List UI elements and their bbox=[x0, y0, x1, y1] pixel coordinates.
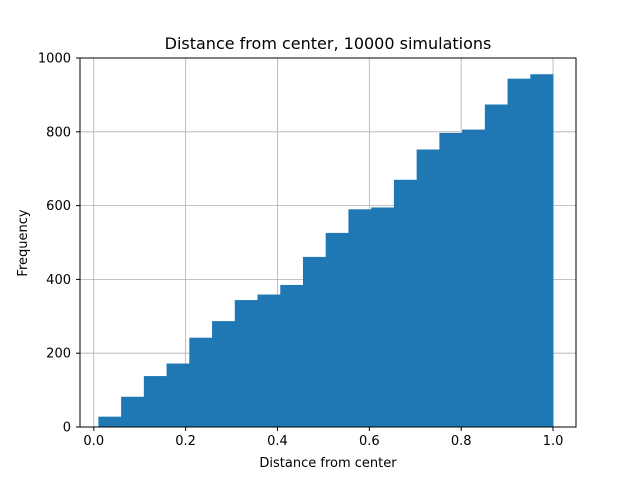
histogram-bar bbox=[325, 232, 349, 427]
histogram-bar bbox=[166, 363, 190, 427]
histogram-bar bbox=[462, 129, 486, 427]
histogram-bar bbox=[416, 149, 440, 427]
histogram-bar bbox=[98, 416, 122, 427]
histogram-bar bbox=[143, 376, 167, 427]
histogram-bar bbox=[121, 396, 145, 427]
histogram-bar bbox=[212, 321, 236, 427]
histogram-bar bbox=[189, 337, 213, 427]
axes-frame bbox=[79, 57, 577, 428]
y-tick-label: 600 bbox=[46, 199, 71, 214]
histogram-bar bbox=[484, 104, 508, 427]
x-tick-label: 0.0 bbox=[83, 434, 104, 449]
bars bbox=[98, 74, 554, 428]
x-tick-label: 0.6 bbox=[359, 434, 380, 449]
y-tick-label: 800 bbox=[46, 125, 71, 140]
histogram-bar bbox=[393, 179, 418, 427]
x-tick-label: 1.0 bbox=[543, 434, 564, 449]
ticks: 0.0 0.2 0.4 0.6 0.8 1.0 0 200 400 600 800 1000 bbox=[38, 52, 563, 450]
histogram-bar bbox=[530, 74, 554, 428]
chart-title: Distance from center, 10000 simulations bbox=[165, 34, 492, 53]
y-tick-label: 0 bbox=[63, 421, 71, 436]
y-tick-label: 400 bbox=[46, 273, 71, 288]
x-tick-label: 0.2 bbox=[175, 434, 196, 449]
histogram-bar bbox=[371, 207, 395, 427]
histogram-bar bbox=[507, 78, 531, 427]
histogram-bar bbox=[302, 256, 327, 427]
histogram-bar bbox=[257, 294, 281, 427]
y-tick-label: 200 bbox=[46, 347, 71, 362]
y-axis-title: Frequency bbox=[16, 209, 31, 276]
x-tick-label: 0.4 bbox=[267, 434, 288, 449]
histogram-bar bbox=[280, 284, 304, 427]
y-tick-label: 1000 bbox=[38, 52, 71, 67]
x-tick-label: 0.8 bbox=[451, 434, 472, 449]
histogram-bar bbox=[439, 132, 463, 428]
histogram-bar bbox=[348, 209, 372, 427]
histogram-bar bbox=[234, 300, 258, 427]
x-axis-title: Distance from center bbox=[259, 456, 397, 471]
